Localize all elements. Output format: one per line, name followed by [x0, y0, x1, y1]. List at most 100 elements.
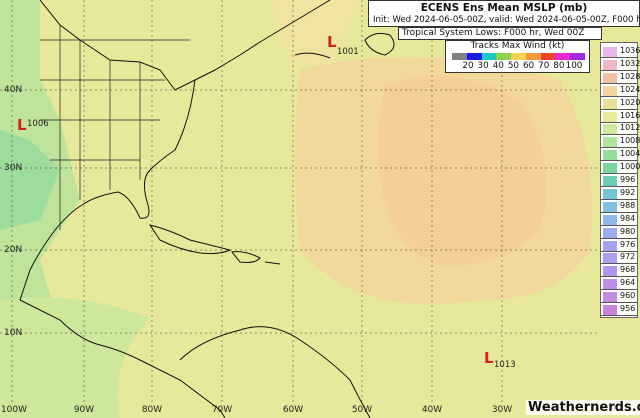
pressure-scale-row: 992 [601, 187, 637, 200]
lon-label-90w: 90W [73, 405, 95, 415]
pressure-scale-row: 968 [601, 265, 637, 278]
lon-label-30w: 30W [491, 405, 513, 415]
pressure-swatch [603, 98, 617, 109]
pressure-scale-row: 1004 [601, 149, 640, 162]
pressure-color-scale: 1036 1032 1028 1024 1020 1016 1012 1008 1004 1000… [600, 42, 640, 318]
pressure-scale-label: 964 [620, 278, 636, 288]
pressure-scale-row: 1024 [601, 84, 640, 97]
lat-label-10n: 10N [4, 328, 23, 338]
pressure-swatch [603, 266, 617, 277]
pressure-scale-row: 972 [601, 252, 637, 265]
pressure-zone-north [270, 0, 360, 70]
pressure-zone-plains [0, 130, 60, 230]
pressure-scale-label: 1004 [620, 149, 640, 159]
pressure-scale-row: 1020 [601, 97, 640, 110]
init-valid-line: Init: Wed 2024-06-05-00Z, valid: Wed 202… [373, 15, 640, 25]
pressure-swatch [603, 72, 617, 83]
pressure-zone-pacific [0, 297, 150, 418]
wind-swatch [540, 53, 556, 60]
pressure-scale-label: 1012 [620, 123, 640, 133]
pressure-swatch [603, 137, 617, 148]
low-marker-newfoundland[interactable]: L [327, 33, 337, 51]
pressure-scale-row: 996 [601, 175, 637, 187]
pressure-scale-row: 964 [601, 278, 637, 291]
wind-swatch [511, 53, 526, 60]
lon-label-60w: 60W [282, 405, 304, 415]
pressure-swatch [603, 201, 617, 212]
pressure-scale-label: 956 [620, 304, 636, 313]
wind-legend-label: 60 [522, 61, 535, 71]
low-marker-atlantic[interactable]: L [484, 349, 494, 367]
wind-legend-label: 80 [553, 61, 565, 71]
pressure-swatch [603, 47, 617, 57]
pressure-scale-label: 984 [620, 213, 636, 223]
wind-swatch [525, 53, 541, 60]
wind-legend-label: 30 [477, 61, 489, 71]
low-pressure-value-plains: 1006 [27, 119, 49, 129]
low-marker-plains[interactable]: L [17, 116, 27, 134]
pressure-swatch [603, 176, 617, 186]
wind-swatch [452, 53, 467, 60]
low-pressure-value-atlantic: 1013 [494, 360, 516, 370]
pressure-scale-label: 1024 [620, 84, 640, 94]
lon-label-50w: 50W [351, 405, 373, 415]
high-pressure-inner [378, 75, 547, 266]
pressure-scale-label: 1036 [620, 46, 640, 55]
wind-legend-label: 50 [507, 61, 520, 71]
coastlines [19, 0, 395, 418]
pressure-swatch [603, 163, 617, 174]
graticule [0, 0, 600, 405]
pressure-swatch [603, 150, 617, 161]
wind-legend-label: 70 [538, 61, 550, 71]
pressure-scale-label: 1028 [620, 71, 640, 81]
wind-legend-label: 100 [565, 61, 583, 71]
lon-label-80w: 80W [141, 405, 163, 415]
wind-swatch [555, 53, 571, 60]
pressure-swatch [603, 188, 617, 199]
brand-watermark[interactable]: Weathernerds.org [526, 400, 640, 415]
pressure-scale-label: 992 [620, 187, 636, 197]
subtitle-panel: Tropical System Lows: F000 hr, Wed 00Z [398, 27, 602, 40]
tropical-lows-subtitle: Tropical System Lows: F000 hr, Wed 00Z [402, 28, 585, 38]
wind-color-bar [452, 53, 586, 60]
pressure-swatch [603, 111, 617, 122]
pressure-scale-row: 980 [601, 226, 637, 239]
lat-label-40n: 40N [4, 85, 23, 95]
wind-legend-title: Tracks Max Wind (kt) [470, 41, 565, 51]
pressure-scale-label: 980 [620, 226, 636, 236]
wind-legend-label: 20 [462, 61, 474, 71]
lat-label-30n: 30N [4, 163, 23, 173]
pressure-scale-row: 1016 [601, 111, 640, 123]
low-pressure-value-newfoundland: 1001 [337, 47, 359, 57]
pressure-scale-row: 1000 [601, 162, 640, 175]
pressure-swatch [603, 292, 617, 303]
pressure-scale-row: 956 [601, 304, 637, 316]
pressure-scale-row: 960 [601, 291, 637, 304]
pressure-swatch [603, 253, 617, 264]
pressure-scale-label: 972 [620, 252, 636, 262]
pressure-swatch [603, 227, 617, 238]
pressure-scale-label: 1032 [620, 58, 640, 68]
pressure-scale-row: 1032 [601, 58, 640, 71]
pressure-scale-label: 1020 [620, 97, 640, 107]
lat-label-20n: 20N [4, 245, 23, 255]
pressure-swatch [603, 85, 617, 96]
pressure-swatch [603, 214, 617, 225]
pressure-scale-row: 1028 [601, 71, 640, 84]
lon-label-40w: 40W [421, 405, 443, 415]
pressure-scale-label: 988 [620, 200, 636, 210]
title-panel: ECENS Ens Mean MSLP (mb) Init: Wed 2024-… [368, 0, 640, 27]
pressure-scale-label: 1000 [620, 162, 640, 172]
pressure-scale-label: 996 [620, 175, 636, 184]
wind-swatch [481, 53, 497, 60]
lon-label-100w: 100W [0, 405, 28, 415]
pressure-swatch [603, 124, 617, 135]
pressure-scale-row: 1012 [601, 123, 640, 136]
pressure-scale-row: 1036 [601, 46, 640, 58]
wind-legend-label: 40 [492, 61, 504, 71]
pressure-scale-row: 984 [601, 213, 637, 226]
pressure-scale-label: 968 [620, 265, 636, 275]
pressure-swatch [603, 279, 617, 290]
map-title: ECENS Ens Mean MSLP (mb) [420, 2, 588, 14]
